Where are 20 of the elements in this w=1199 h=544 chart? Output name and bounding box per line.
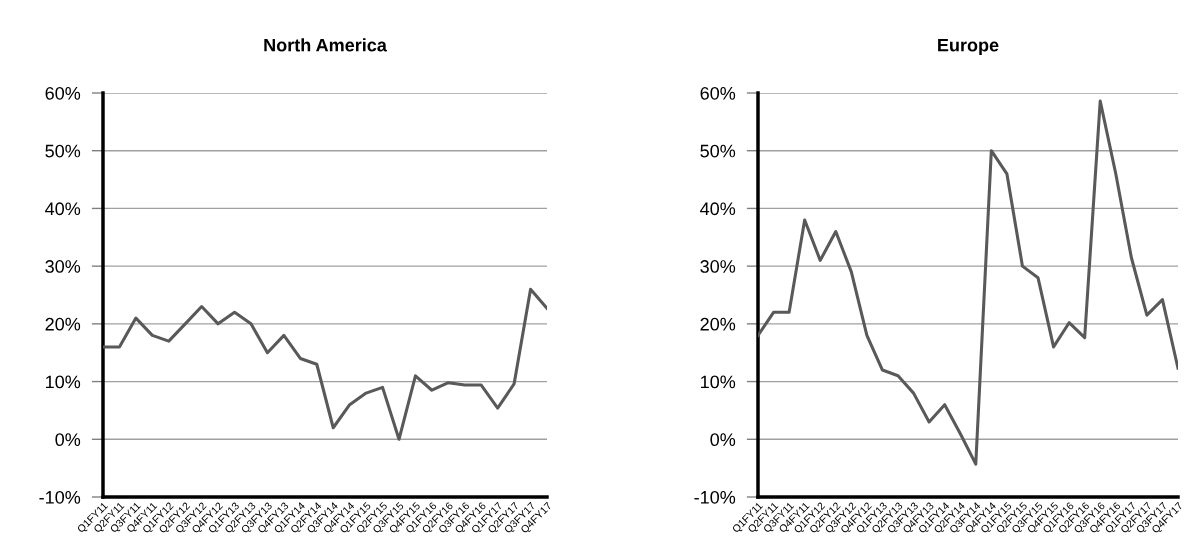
y-tick-label: 10% (701, 375, 736, 389)
y-tick-label: 30% (45, 260, 81, 273)
y-tick-label: 50% (700, 144, 736, 158)
line-series (103, 287, 547, 441)
y-tick-label: 0% (710, 433, 736, 447)
y-tick-label: 60% (45, 86, 81, 100)
y-tick-label: 0% (55, 433, 81, 447)
chart-title: North America (264, 38, 387, 52)
y-tick-label: 30% (700, 260, 736, 273)
y-tick-label: 20% (45, 317, 81, 331)
y-tick-label: 50% (45, 144, 81, 158)
y-tick-label: -10% (39, 490, 81, 504)
y-tick-label: 20% (700, 317, 736, 331)
y-tick-label: 40% (45, 202, 81, 216)
y-tick-label: 60% (700, 86, 736, 100)
y-tick-label: -10% (694, 490, 736, 504)
y-tick-label: 10% (46, 375, 81, 389)
y-tick-label: 40% (700, 202, 736, 216)
chart-title: Europe (938, 38, 999, 56)
line-series (758, 99, 1178, 466)
